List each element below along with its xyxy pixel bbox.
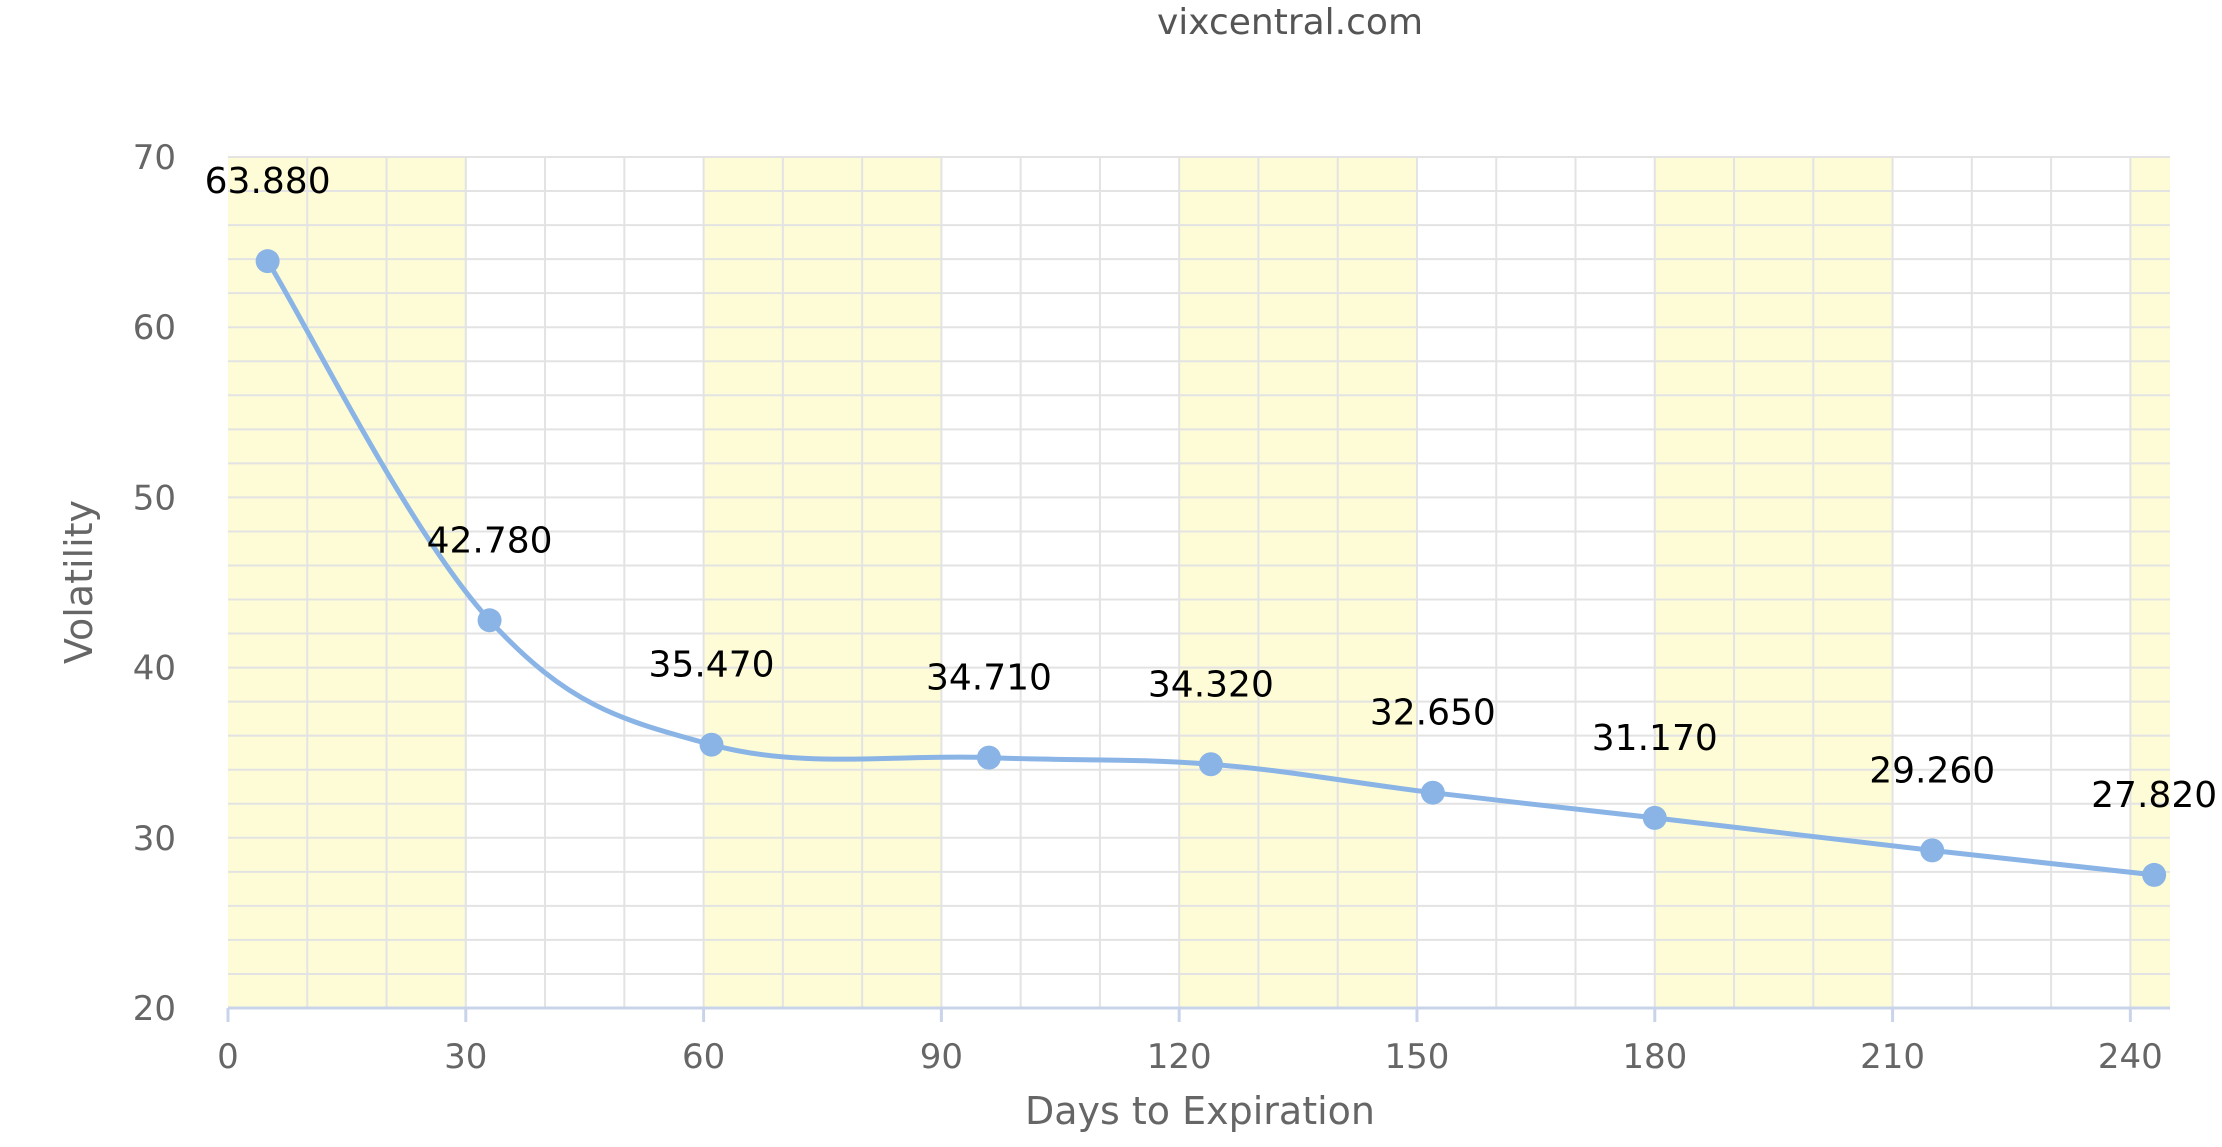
band-2 [1179, 157, 1417, 1008]
x-tick-label: 0 [217, 1037, 239, 1077]
data-point [976, 745, 1001, 770]
data-label: 34.710 [926, 658, 1052, 699]
x-axis-title: Days to Expiration [1025, 1089, 1375, 1133]
x-tick-label: 30 [444, 1037, 487, 1077]
points-layer [255, 249, 2167, 887]
y-tick-label: 70 [133, 138, 176, 178]
data-point [477, 608, 502, 633]
x-tick-label: 240 [2098, 1037, 2163, 1077]
data-point [255, 249, 280, 274]
x-tick-label: 210 [1860, 1037, 1925, 1077]
axis-layer: 0 30 60 90 120 150 180 210 240 20 30 40 50 60 70 [133, 138, 2170, 1077]
data-label: 63.880 [205, 161, 331, 202]
band-0 [228, 157, 466, 1008]
x-tick-label: 90 [920, 1037, 963, 1077]
data-point [699, 732, 724, 757]
bands-layer [228, 157, 2170, 1008]
x-tick-label: 180 [1622, 1037, 1687, 1077]
series-line [265, 258, 2157, 878]
band-1 [703, 157, 942, 1008]
x-tick-label: 60 [682, 1037, 725, 1077]
y-tick-label: 60 [133, 308, 176, 348]
y-tick-label: 20 [133, 989, 176, 1029]
data-label: 27.820 [2091, 775, 2217, 816]
x-tick-label: 120 [1147, 1037, 1212, 1077]
grid-layer [228, 156, 2170, 1009]
data-label: 34.320 [1148, 664, 1274, 705]
data-label: 32.650 [1370, 693, 1496, 734]
data-point [1920, 838, 1945, 863]
y-axis-title: Volatility [57, 500, 101, 664]
chart-title: vixcentral.com [1157, 2, 1423, 43]
data-label: 29.260 [1869, 750, 1995, 791]
data-point [1642, 805, 1667, 830]
data-label: 31.170 [1592, 718, 1718, 759]
data-point [2142, 862, 2167, 887]
y-tick-label: 40 [133, 649, 176, 689]
y-tick-label: 30 [133, 819, 176, 859]
data-label: 35.470 [649, 645, 775, 686]
labels-layer: 63.880 42.780 35.470 34.710 34.320 32.650 31.1… [205, 161, 2217, 816]
line-layer [265, 258, 2157, 878]
x-tick-label: 150 [1385, 1037, 1450, 1077]
data-label: 42.780 [427, 520, 553, 561]
data-point [1198, 752, 1223, 777]
band-3 [1654, 157, 1893, 1008]
data-point [1420, 780, 1445, 805]
y-tick-label: 50 [133, 478, 176, 518]
